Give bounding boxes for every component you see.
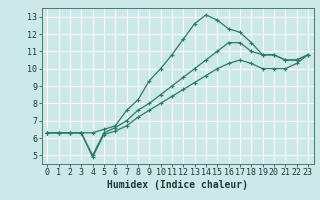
X-axis label: Humidex (Indice chaleur): Humidex (Indice chaleur)	[107, 180, 248, 190]
